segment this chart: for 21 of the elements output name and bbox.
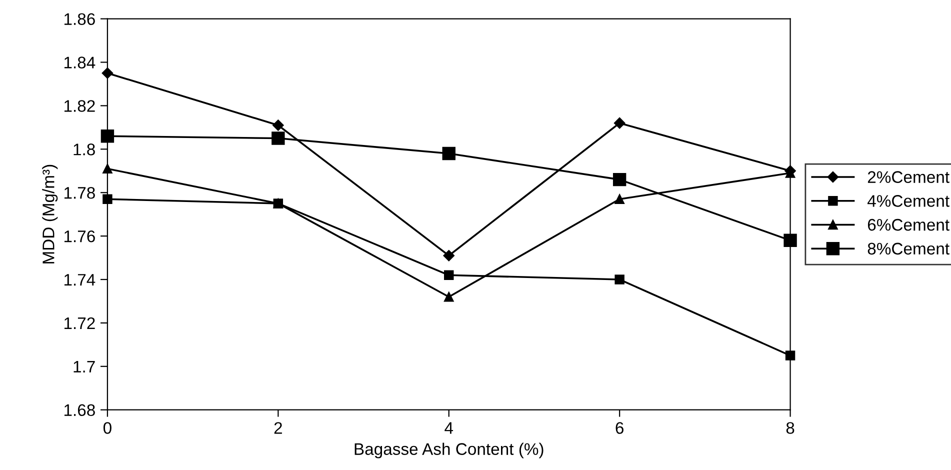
y-tick-label: 1.78 — [64, 186, 95, 199]
y-tick-label: 1.72 — [64, 317, 95, 329]
y-tick-label: 1.68 — [64, 404, 95, 416]
legend-label: 6%Cement — [868, 218, 950, 231]
legend-label: 2%Cement — [868, 171, 950, 183]
y-tick-label: 1.7 — [74, 360, 95, 372]
legend-label: 4%Cement — [867, 195, 950, 207]
y-tick-label: 1.76 — [64, 230, 95, 242]
legend-label: 8%Cement — [868, 242, 950, 255]
y-tick-label: 1.86 — [64, 13, 95, 26]
y-tick-label: 1.84 — [64, 56, 96, 68]
x-tick-label: 4 — [444, 422, 454, 434]
y-tick-label: 1.74 — [64, 274, 96, 286]
x-tick-label: 0 — [103, 422, 112, 434]
y-axis-title: MDD (Mg/m³) — [42, 164, 58, 264]
x-tick-label: 8 — [786, 422, 794, 434]
x-axis-title: Bagasse Ash Content (%) — [354, 442, 544, 458]
x-tick-label: 2 — [274, 422, 282, 434]
y-tick-label: 1.82 — [64, 100, 95, 112]
y-tick-label: 1.8 — [74, 144, 95, 156]
x-tick-label: 6 — [616, 422, 624, 434]
